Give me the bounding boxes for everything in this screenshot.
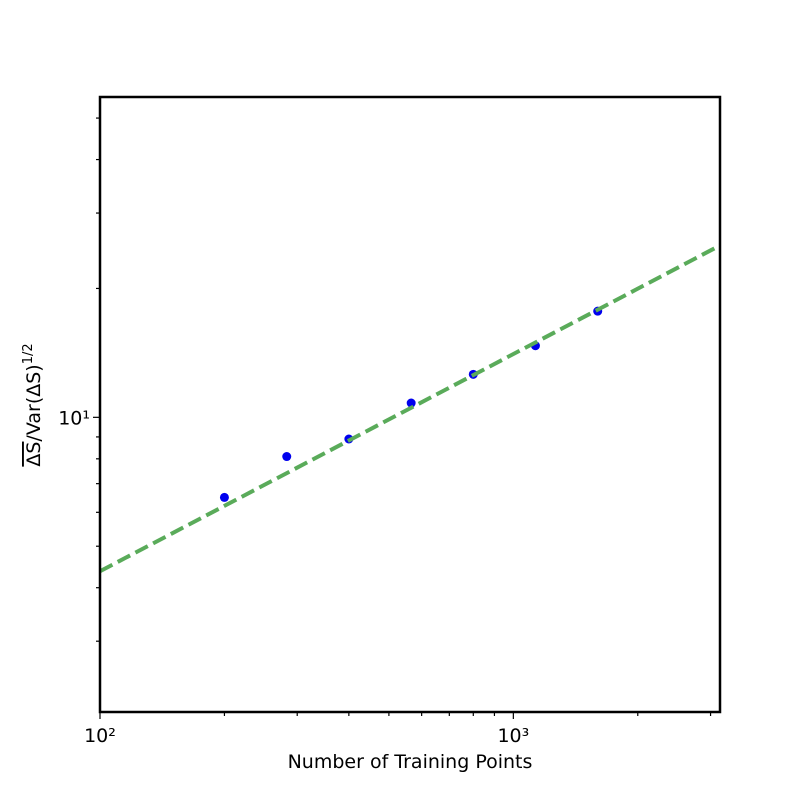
y-label-main: ΔS	[23, 442, 45, 467]
x-tick-label: 10³	[497, 725, 529, 747]
y-tick-label: 10¹	[58, 407, 90, 429]
y-label-rest: /Var(ΔS)	[23, 364, 45, 441]
x-tick-label: 10²	[84, 725, 116, 747]
data-point	[282, 452, 292, 462]
y-label-exponent: 1/2	[21, 343, 36, 364]
y-axis-label: ΔS/Var(ΔS)1/2	[21, 343, 45, 466]
fit-line	[99, 243, 721, 574]
data-point	[219, 492, 229, 502]
plot-frame	[98, 95, 722, 714]
data-point	[406, 398, 416, 408]
x-axis-label: Number of Training Points	[288, 751, 533, 773]
